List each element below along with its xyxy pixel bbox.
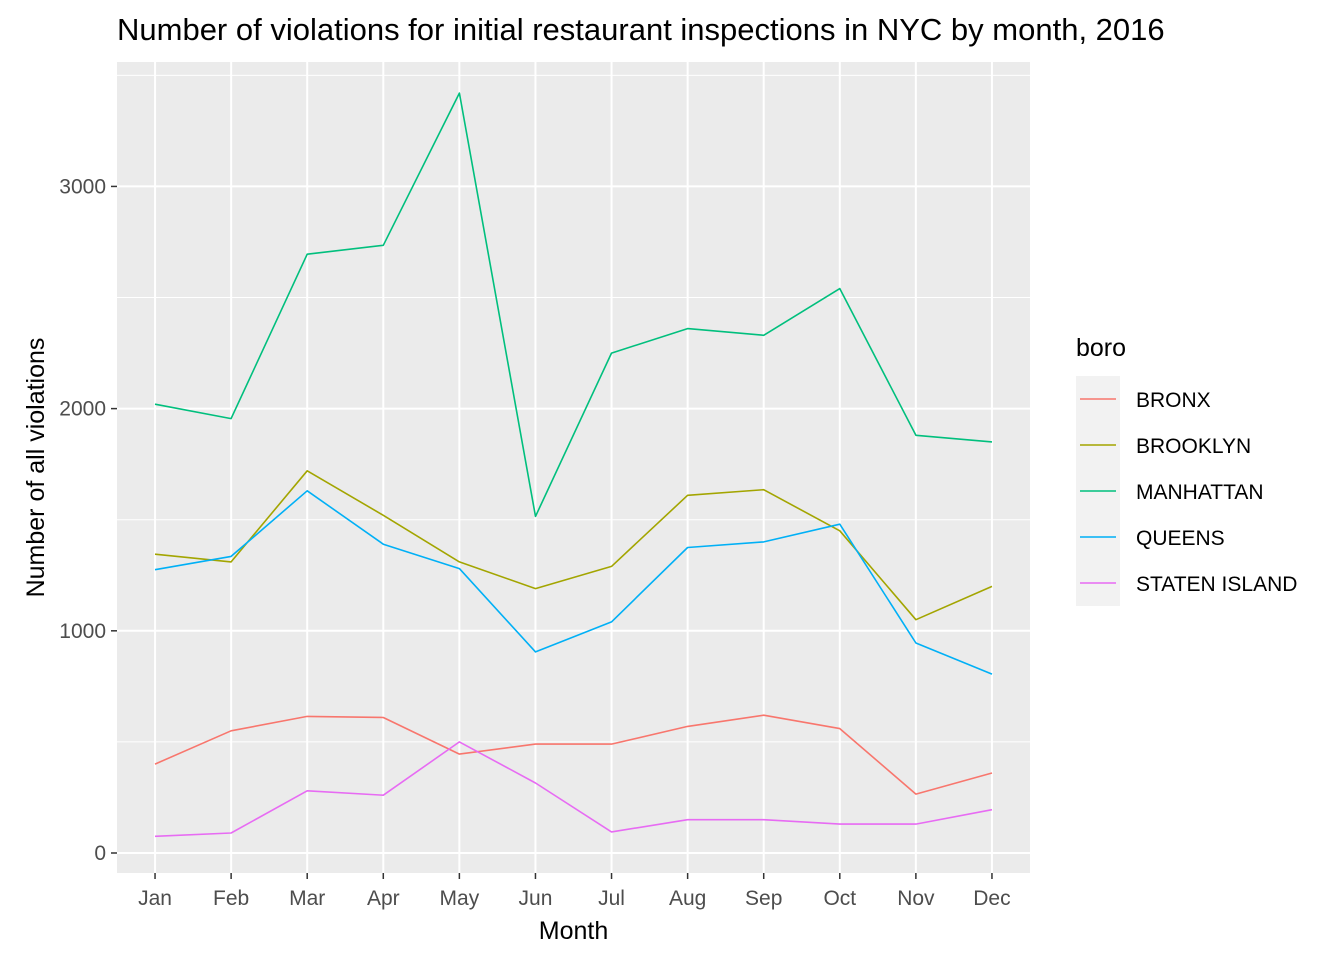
legend-title: boro — [1076, 334, 1126, 362]
x-tick-label: Dec — [973, 887, 1010, 910]
y-tick-label: 0 — [94, 842, 106, 865]
minor-gridlines — [117, 74, 1030, 743]
x-tick-label: Nov — [897, 887, 935, 910]
x-axis: Jan Feb Mar Apr May Jun Jul Aug Sep Oct Nov Dec — [138, 873, 1011, 910]
legend-label-staten-island: STATEN ISLAND — [1136, 573, 1297, 596]
x-tick-label: Apr — [367, 887, 400, 910]
series-line-queens — [154, 489, 993, 675]
x-tick-label: Oct — [823, 887, 856, 910]
x-tick-label: Jul — [598, 887, 625, 910]
legend-label-brooklyn: BROOKLYN — [1136, 435, 1251, 458]
series-line-staten-island — [154, 741, 993, 838]
x-tick-label: Jan — [138, 887, 172, 910]
y-axis-title: Number of all violations — [22, 338, 50, 598]
chart-title: Number of violations for initial restaur… — [117, 12, 1165, 47]
series-line-bronx — [154, 714, 993, 795]
y-tick-label: 2000 — [59, 398, 106, 421]
x-tick-label: Sep — [745, 887, 782, 910]
y-tick-label: 3000 — [59, 175, 106, 198]
y-axis: 0 1000 2000 3000 — [59, 175, 117, 865]
y-tick-label: 1000 — [59, 620, 106, 643]
x-tick-label: Mar — [289, 887, 325, 910]
major-gridlines — [117, 62, 1030, 873]
series-line-manhattan — [154, 92, 993, 518]
legend: boro BRONX BROOKLYN MANHATTAN QUEENS STATEN … — [1076, 334, 1297, 606]
legend-label-bronx: BRONX — [1136, 389, 1211, 412]
x-tick-label: Aug — [669, 887, 706, 910]
series-lines — [154, 92, 993, 838]
x-tick-label: Feb — [213, 887, 249, 910]
legend-label-queens: QUEENS — [1136, 527, 1225, 550]
x-tick-label: Jun — [519, 887, 553, 910]
legend-label-manhattan: MANHATTAN — [1136, 481, 1264, 504]
x-axis-title: Month — [539, 917, 608, 945]
x-tick-label: May — [440, 887, 480, 910]
series-line-brooklyn — [154, 469, 993, 621]
plot-panel — [117, 62, 1030, 873]
